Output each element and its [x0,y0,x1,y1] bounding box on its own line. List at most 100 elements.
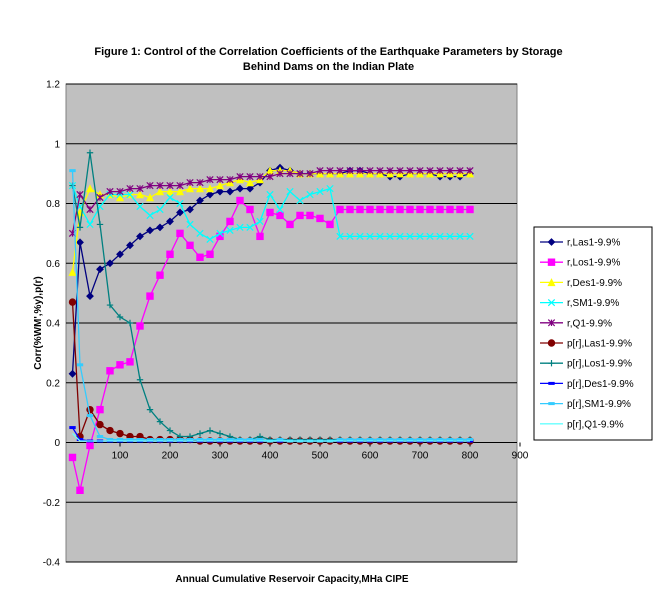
data-point [456,205,464,214]
data-point [236,196,244,205]
data-point [356,167,364,175]
data-point [376,167,384,175]
data-point [426,205,434,214]
data-point [336,438,344,442]
data-point [416,167,424,175]
legend-entry: r,SM1-9.9% [540,298,619,309]
data-point [96,221,104,228]
series-5 [68,167,474,237]
data-point [446,438,454,442]
data-point [116,438,124,442]
data-point [286,187,294,196]
data-point [426,167,434,175]
data-point [68,369,77,378]
data-point [155,187,165,196]
data-point [216,229,224,237]
legend-label: p[r],Q1-9.9% [567,419,624,430]
data-point [376,438,384,442]
x-axis-label: Annual Cumulative Reservoir Capacity,MHa… [175,574,409,585]
data-point [166,250,174,258]
data-point [466,205,474,214]
legend-label: r,Q1-9.9% [567,318,612,329]
data-point [68,298,77,306]
data-point [406,167,414,175]
legend-entry: p[r],Des1-9.9% [540,379,634,390]
legend-label: r,Los1-9.9% [567,258,620,269]
data-point [306,211,314,220]
series-10 [72,433,470,442]
data-point [175,187,185,196]
data-point [165,187,175,196]
data-point [326,184,334,193]
legend-entry: r,Des1-9.9% [540,278,622,289]
data-point [376,205,384,214]
data-point [86,414,94,418]
data-point [86,220,94,229]
legend-label: p[r],SM1-9.9% [567,399,631,410]
legend-marker [548,381,555,385]
data-point [286,220,294,229]
data-point [176,199,184,208]
legend-label: p[r],Des1-9.9% [567,379,634,390]
legend-marker [547,238,556,246]
data-point [196,438,204,442]
data-point [396,205,404,214]
data-point [226,217,234,226]
data-point [226,226,234,235]
data-point [456,167,464,175]
y-tick-label: -0.2 [43,498,61,509]
data-point [86,149,94,156]
data-point [76,486,84,495]
data-point [136,322,144,330]
legend-marker [548,360,555,367]
data-point [106,367,114,375]
data-point [106,438,114,442]
data-point [186,178,194,187]
data-point [216,175,224,184]
data-point [316,214,324,223]
data-point [106,187,114,196]
data-point [416,205,424,214]
data-point [236,223,244,232]
data-point [416,232,424,240]
series-4 [68,181,474,243]
x-tick-label: 600 [362,451,379,462]
data-point [236,184,244,193]
data-point [256,438,264,442]
data-point [216,438,224,442]
data-point [166,438,174,442]
data-point [145,193,155,202]
chart-title-line-2: Behind Dams on the Indian Plate [242,61,415,73]
legend-marker [547,298,556,307]
data-point [446,167,454,175]
legend-marker [548,402,555,406]
data-point [126,184,134,193]
data-point [196,253,204,261]
data-point [195,184,205,193]
data-point [176,229,184,238]
data-point [406,438,414,442]
data-point [176,438,184,442]
data-point [146,181,154,190]
data-point [136,438,144,442]
data-point [296,170,304,178]
x-tick-label: 900 [512,451,529,462]
data-point [166,181,174,190]
data-point [356,438,364,442]
data-point [156,418,164,425]
data-point [126,241,134,250]
data-point [156,223,164,232]
legend-entry: r,Los1-9.9% [540,258,620,269]
data-point [456,232,464,240]
data-point [186,241,194,250]
data-point [276,211,284,220]
data-point [436,438,444,442]
legend-label: r,Des1-9.9% [567,278,622,289]
series-line [72,433,470,442]
data-point [466,438,474,442]
y-tick-label: 0.6 [46,259,60,270]
data-point [396,232,404,240]
data-point [386,438,394,442]
data-point [116,429,124,438]
data-point [166,217,174,226]
